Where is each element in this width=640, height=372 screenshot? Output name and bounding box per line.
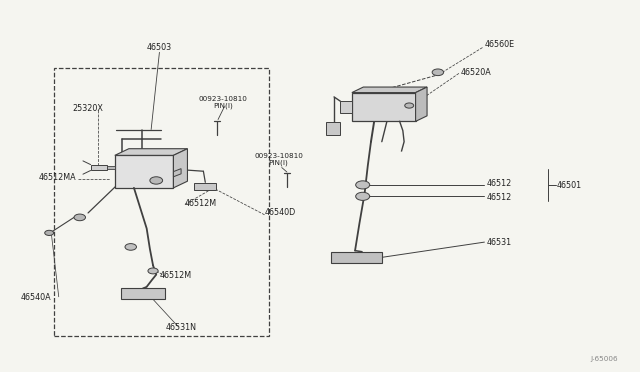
Text: 00923-10810: 00923-10810: [198, 96, 248, 102]
Text: PIN(I): PIN(I): [269, 160, 289, 166]
Circle shape: [404, 103, 413, 108]
Text: 46501: 46501: [557, 182, 582, 190]
Text: 46512MA: 46512MA: [38, 173, 76, 182]
Circle shape: [45, 230, 54, 235]
Polygon shape: [115, 155, 173, 188]
Polygon shape: [415, 87, 427, 121]
Polygon shape: [352, 93, 415, 121]
Polygon shape: [173, 149, 188, 188]
Text: 46560E: 46560E: [484, 41, 515, 49]
Circle shape: [150, 177, 163, 184]
Circle shape: [125, 244, 136, 250]
Text: 46540A: 46540A: [20, 293, 51, 302]
Text: J-65006: J-65006: [591, 356, 618, 362]
Text: 46531N: 46531N: [166, 323, 196, 331]
Circle shape: [356, 192, 370, 201]
Polygon shape: [121, 288, 164, 299]
Polygon shape: [115, 149, 188, 155]
Polygon shape: [91, 164, 106, 170]
Polygon shape: [340, 101, 352, 113]
Polygon shape: [332, 252, 383, 263]
Polygon shape: [173, 169, 181, 177]
Text: 46512: 46512: [487, 179, 512, 187]
Text: 46512M: 46512M: [185, 199, 217, 208]
Text: 00923-10810: 00923-10810: [254, 153, 303, 159]
Text: 46540D: 46540D: [264, 208, 296, 217]
Polygon shape: [194, 183, 216, 190]
Text: PIN(I): PIN(I): [213, 102, 233, 109]
Bar: [54, 68, 269, 336]
Text: 46512: 46512: [487, 193, 512, 202]
Text: 46531: 46531: [487, 238, 512, 247]
Polygon shape: [352, 87, 427, 93]
Text: 46520A: 46520A: [460, 68, 491, 77]
Text: 46512M: 46512M: [159, 271, 191, 280]
Circle shape: [148, 268, 158, 274]
Circle shape: [432, 69, 444, 76]
Polygon shape: [326, 122, 340, 135]
Polygon shape: [106, 166, 115, 169]
Text: 25320X: 25320X: [73, 104, 104, 113]
Circle shape: [74, 214, 86, 221]
Circle shape: [356, 181, 370, 189]
Text: 46503: 46503: [147, 43, 172, 52]
